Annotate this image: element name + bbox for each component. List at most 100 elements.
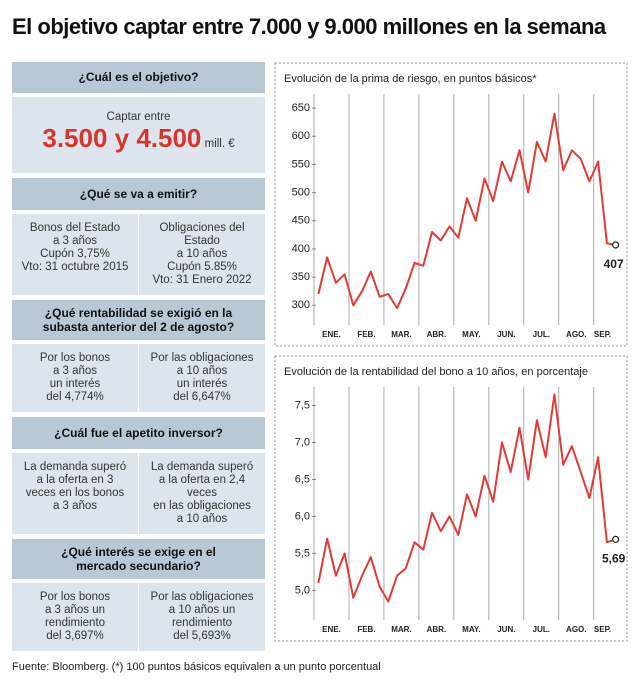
body-line: Por las obligaciones: [150, 591, 254, 603]
charts: Evolución de la prima de riesgo, en punt…: [274, 62, 628, 642]
body-line: Por los bonos: [39, 352, 111, 364]
heading-line: ¿Qué rentabilidad se exigió en la: [44, 306, 233, 320]
column: Por las obligaciones a 10 años un interés d…: [138, 344, 265, 412]
heading-line: ¿Qué se va a emitir?: [79, 187, 198, 201]
body-line: La demanda superó: [23, 461, 127, 473]
y-tick-label: 550: [292, 158, 310, 170]
body-line: a 10 años un: [168, 604, 236, 616]
x-tick-label: ABR.: [427, 330, 447, 339]
x-tick-label: MAY.: [462, 625, 480, 634]
section-heading: ¿Qué interés se exige en el mercado secun…: [12, 539, 265, 579]
y-tick-label: 500: [292, 187, 310, 199]
body-line: a 3 años un: [44, 604, 106, 616]
body-line: un interés: [176, 378, 228, 390]
section-body: Bonos del Estado a 3 años Cupón 3,75% Vto: …: [12, 214, 265, 295]
y-tick-label: 7,5: [295, 399, 310, 411]
heading-line: subasta anterior del 2 de agosto?: [42, 320, 235, 334]
y-tick-label: 650: [292, 102, 310, 114]
x-tick-label: FEB.: [357, 625, 375, 634]
body-line: a la oferta en 2,4 veces: [158, 474, 246, 499]
body-line: rendimiento: [171, 617, 233, 629]
heading-line: mercado secundario?: [76, 559, 201, 573]
column: Bonos del Estado a 3 años Cupón 3,75% Vto: …: [12, 214, 138, 295]
x-tick-label: JUL.: [533, 330, 550, 339]
body-line: a 10 años: [176, 513, 228, 525]
y-tick-label: 450: [292, 215, 310, 227]
chart-frame: [274, 62, 628, 347]
section: ¿Cuál fue el apetito inversor? La demanda…: [12, 417, 265, 534]
x-tick-label: SEP.: [594, 330, 611, 339]
column: La demanda superó a la oferta en 3 veces e…: [12, 453, 138, 534]
section-heading: ¿Cuál es el objetivo?: [12, 62, 265, 93]
y-tick-label: 7,0: [295, 436, 310, 448]
section-heading: ¿Cuál fue el apetito inversor?: [12, 417, 265, 449]
heading-line: ¿Cuál fue el apetito inversor?: [54, 426, 223, 440]
col: Captar entre 3.500 y 4.500 mill. €: [12, 97, 265, 173]
y-tick-label: 6,0: [295, 510, 310, 522]
section-body: La demanda superó a la oferta en 3 veces e…: [12, 453, 265, 534]
body-line: a la oferta en 3: [36, 474, 114, 486]
body-line: Vto: 31 Enero 2022: [152, 274, 252, 286]
x-tick-label: ENE.: [322, 625, 341, 634]
column: Por los bonos a 3 años un rendimiento del 3…: [12, 583, 138, 651]
section-body: Por los bonos a 3 años un rendimiento del 3…: [12, 583, 265, 651]
y-tick-label: 300: [292, 299, 310, 311]
body-line: La demanda superó: [150, 461, 254, 473]
body-line: Por los bonos: [39, 591, 111, 603]
amount: 3.500 y 4.500: [42, 123, 202, 153]
y-tick-label: 350: [292, 271, 310, 283]
x-tick-label: MAR.: [391, 625, 411, 634]
body-line: un interés: [49, 378, 101, 390]
x-tick-label: FEB.: [357, 330, 375, 339]
end-label: 407: [604, 257, 624, 271]
end-marker: [612, 535, 620, 543]
chart-title: Evolución de la rentabilidad del bono a …: [284, 366, 588, 378]
section-body: Captar entre 3.500 y 4.500 mill. €: [12, 97, 265, 173]
body-line: Obligaciones del Estado: [159, 222, 245, 247]
body-line: del 3,697%: [46, 630, 104, 642]
y-tick-label: 400: [292, 243, 310, 255]
body-line: rendimiento: [44, 617, 106, 629]
y-tick-label: 5,5: [295, 547, 310, 559]
section: ¿Qué rentabilidad se exigió en la subasta…: [12, 300, 265, 412]
y-tick-label: 5,0: [295, 584, 310, 596]
section: ¿Qué se va a emitir? Bonos del Estado a 3 …: [12, 178, 265, 295]
chart-frame: [274, 355, 628, 642]
x-tick-label: JUN.: [497, 330, 515, 339]
body-line: veces en los bonos: [25, 487, 125, 499]
section: ¿Cuál es el objetivo? Captar entre 3.500…: [12, 62, 265, 173]
body-line: a 3 años: [52, 365, 98, 377]
column: Por las obligaciones a 10 años un rendimie…: [138, 583, 265, 651]
body-line: Vto: 31 octubre 2015: [21, 261, 129, 273]
body-line: Por las obligaciones: [150, 352, 254, 364]
chart-title: Evolución de la prima de riesgo, en punt…: [284, 73, 537, 85]
line: [317, 112, 616, 310]
section: ¿Qué interés se exige en el mercado secun…: [12, 539, 265, 651]
x-tick-label: ABR.: [427, 625, 447, 634]
x-tick-label: MAY.: [462, 330, 480, 339]
body-line: Bonos del Estado: [29, 222, 121, 234]
section-heading: ¿Qué se va a emitir?: [12, 178, 265, 210]
line: [317, 393, 616, 603]
y-tick-label: 600: [292, 130, 310, 142]
column: Por los bonos a 3 años un interés del 4,774…: [12, 344, 138, 412]
x-tick-label: MAR.: [391, 330, 411, 339]
unit: mill. €: [204, 138, 235, 150]
x-tick-label: AGO.: [566, 330, 586, 339]
body-line: del 4,774%: [46, 391, 104, 403]
x-tick-label: JUL.: [533, 625, 550, 634]
body-line: en las obligaciones: [153, 500, 251, 512]
section-heading: ¿Qué rentabilidad se exigió en la subasta…: [12, 300, 265, 340]
footnote: Fuente: Bloomberg. (*) 100 puntos básico…: [12, 661, 381, 673]
body-line: a 3 años: [52, 235, 98, 247]
body-line: a 10 años: [176, 248, 228, 260]
body-line: Cupón 3,75%: [40, 248, 110, 260]
body-line: Cupón 5.85%: [167, 261, 237, 273]
body-line: a 3 años: [52, 500, 98, 512]
page-title: El objetivo captar entre 7.000 y 9.000 m…: [12, 14, 606, 39]
column: La demanda superó a la oferta en 2,4 vece…: [138, 453, 265, 534]
x-tick-label: JUN.: [497, 625, 515, 634]
end-marker: [612, 241, 620, 249]
text: Captar entre: [106, 111, 171, 123]
